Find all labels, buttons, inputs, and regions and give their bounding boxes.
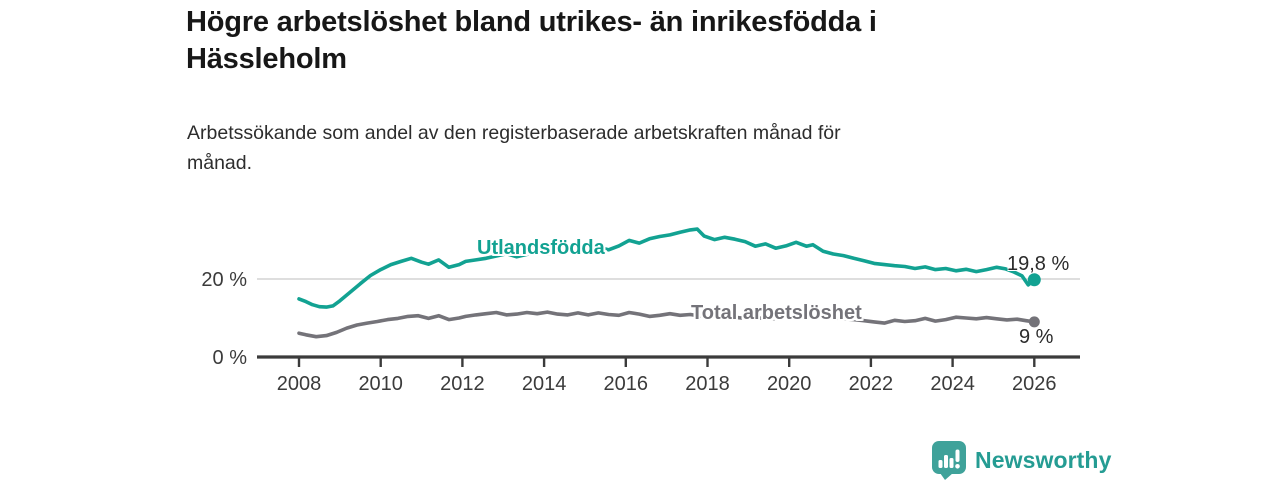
end-value-label-utlandsfodda: 19,8 % — [1007, 253, 1070, 275]
series-label-utlandsfodda: Utlandsfödda — [477, 237, 605, 259]
x-axis-tick-label: 2018 — [685, 373, 730, 395]
y-axis-label: 20 % — [201, 269, 247, 291]
x-axis-tick-label: 2012 — [440, 373, 485, 395]
end-value-label-total-arbetsloshet: 9 % — [1019, 326, 1054, 348]
newsworthy-logo-icon — [932, 441, 966, 480]
x-axis-tick-label: 2022 — [849, 373, 894, 395]
x-axis-tick-label: 2008 — [277, 373, 322, 395]
page-title: Högre arbetslöshet bland utrikes- än inr… — [186, 6, 877, 75]
series-end-dot-utlandsfodda — [1027, 273, 1041, 287]
series-line-utlandsfodda — [297, 227, 1037, 309]
series-label-total-arbetsloshet: Total arbetslöshet — [691, 302, 862, 324]
x-axis-tick-label: 2014 — [522, 373, 567, 395]
x-axis-tick-label: 2024 — [930, 373, 975, 395]
page-subtitle: Arbetssökande som andel av den registerb… — [187, 122, 841, 174]
x-axis-tick-label: 2010 — [358, 373, 403, 395]
series-end-dot-total-arbetsloshet — [1028, 316, 1040, 328]
newsworthy-brand: Newsworthy — [932, 441, 1111, 480]
x-axis-tick-label: 2016 — [604, 373, 649, 395]
y-axis-label: 0 % — [213, 347, 248, 369]
newsworthy-wordmark: Newsworthy — [975, 447, 1112, 473]
x-axis-tick-label: 2020 — [767, 373, 812, 395]
x-axis-tick-label: 2026 — [1012, 373, 1057, 395]
series-line-total-arbetsloshet — [297, 310, 1037, 339]
